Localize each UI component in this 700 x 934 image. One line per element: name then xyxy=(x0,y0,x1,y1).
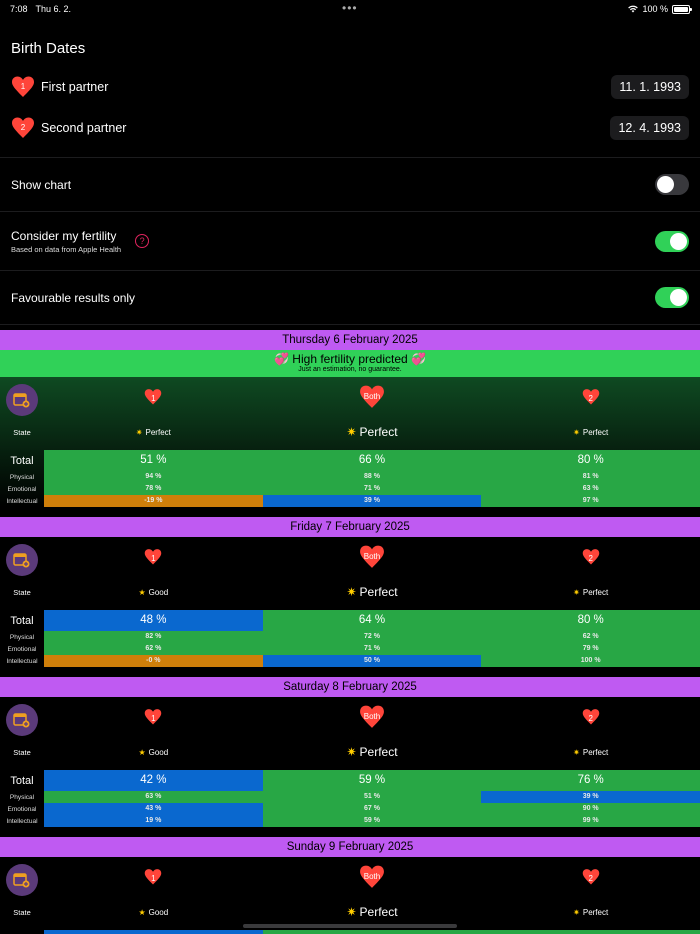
calendar-add-icon xyxy=(13,712,30,727)
add-to-calendar-button[interactable] xyxy=(6,543,38,576)
partner-label: Second partner xyxy=(41,120,127,135)
day-header: Thursday 6 February 2025 xyxy=(0,330,700,350)
wifi-icon xyxy=(628,5,639,13)
heart-1-icon: 1 xyxy=(144,388,162,406)
status-bar: 7:08 Thu 6. 2. ••• 100 % xyxy=(0,0,700,18)
heart-2-icon: 2 xyxy=(582,548,600,566)
heart-2-icon: 2 xyxy=(582,388,600,406)
divider xyxy=(0,324,700,325)
show-chart-label: Show chart xyxy=(11,177,72,192)
heart-both-icon: Both xyxy=(359,704,385,730)
calendar-add-icon xyxy=(13,392,30,407)
star-icon: ★ xyxy=(138,747,146,757)
fertility-toggle[interactable] xyxy=(655,230,689,252)
heart-1-icon: 1 xyxy=(144,868,162,886)
calendar-add-icon xyxy=(13,872,30,887)
heart-2-icon: 2 xyxy=(582,708,600,726)
sparkle-star-icon: ✷ xyxy=(135,427,143,437)
sparkle-star-icon: ✷ xyxy=(573,427,580,437)
day-header: Sunday 9 February 2025 xyxy=(0,837,700,857)
day-card: Sunday 9 February 2025 1 Both 2 State ★ G… xyxy=(0,837,700,934)
day-card: Thursday 6 February 2025 💞 High fertilit… xyxy=(0,330,700,507)
star-icon: ★ xyxy=(138,587,146,597)
home-indicator[interactable] xyxy=(243,924,457,928)
add-to-calendar-button[interactable] xyxy=(6,863,38,896)
favourable-toggle[interactable] xyxy=(655,287,689,308)
day-header: Friday 7 February 2025 xyxy=(0,517,700,537)
divider xyxy=(0,270,700,271)
heart-2-icon: 2 xyxy=(11,116,35,140)
favourable-label: Favourable results only xyxy=(11,290,136,305)
sparkle-star-icon: ✷ xyxy=(346,585,357,599)
favourable-row: Favourable results only xyxy=(0,271,700,324)
multitasking-dots-icon[interactable]: ••• xyxy=(342,1,358,15)
sparkle-star-icon: ✷ xyxy=(573,747,580,757)
show-chart-toggle[interactable] xyxy=(655,174,689,195)
divider xyxy=(0,211,700,212)
heart-both-icon: Both xyxy=(359,384,385,410)
day-header: Saturday 8 February 2025 xyxy=(0,677,700,697)
sparkle-star-icon: ✷ xyxy=(573,587,580,597)
partner-label: First partner xyxy=(41,79,109,94)
star-icon: ★ xyxy=(138,907,146,917)
divider xyxy=(0,157,700,158)
show-chart-row: Show chart xyxy=(0,158,700,211)
battery-percent: 100 % xyxy=(642,4,668,14)
add-to-calendar-button[interactable] xyxy=(6,703,38,736)
heart-both-icon: Both xyxy=(359,544,385,570)
heart-1-icon: 1 xyxy=(144,548,162,566)
fertility-banner: 💞 High fertility predicted 💞 Just an est… xyxy=(0,350,700,377)
add-to-calendar-button[interactable] xyxy=(6,383,38,416)
battery-icon xyxy=(672,4,692,14)
partner-row-second: 2 Second partner 12. 4. 1993 xyxy=(0,107,700,148)
fertility-label: Consider my fertility xyxy=(11,228,117,243)
sparkle-star-icon: ✷ xyxy=(573,907,580,917)
heart-1-icon: 1 xyxy=(144,708,162,726)
partner-row-first: 1 First partner 11. 1. 1993 xyxy=(0,66,700,107)
section-title: Birth Dates xyxy=(11,39,86,57)
heart-1-icon: 1 xyxy=(11,75,35,99)
help-icon[interactable]: ? xyxy=(135,234,150,248)
sparkle-star-icon: ✷ xyxy=(346,905,357,919)
second-partner-date-picker[interactable]: 12. 4. 1993 xyxy=(610,115,689,140)
sparkle-star-icon: ✷ xyxy=(346,745,357,759)
heart-both-icon: Both xyxy=(359,864,385,890)
calendar-add-icon xyxy=(13,552,30,567)
status-date: Thu 6. 2. xyxy=(35,4,72,14)
day-card: Friday 7 February 2025 1 Both 2 State ★ G… xyxy=(0,517,700,667)
heart-2-icon: 2 xyxy=(582,868,600,886)
sparkle-star-icon: ✷ xyxy=(346,425,357,439)
fertility-row: Consider my fertility Based on data from… xyxy=(0,212,700,270)
fertility-sublabel: Based on data from Apple Health xyxy=(11,244,122,254)
state-label: State xyxy=(13,427,31,437)
status-time: 7:08 xyxy=(10,4,28,14)
day-card: Saturday 8 February 2025 1 Both 2 State … xyxy=(0,677,700,827)
first-partner-date-picker[interactable]: 11. 1. 1993 xyxy=(611,74,689,99)
